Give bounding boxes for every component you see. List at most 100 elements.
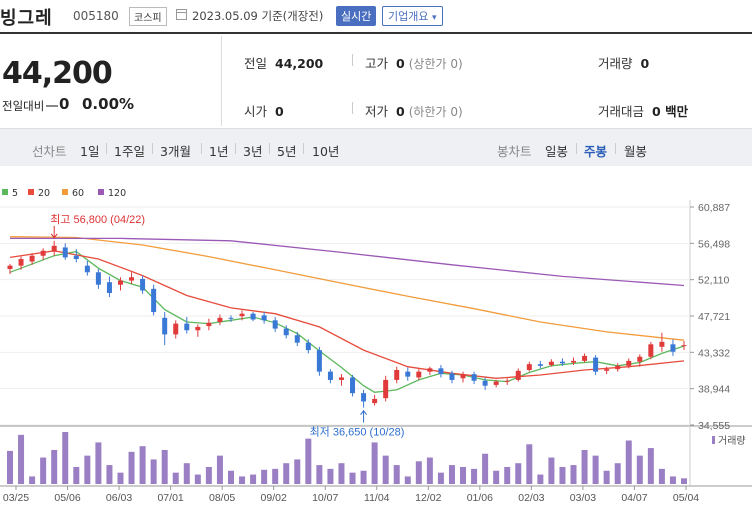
candle <box>493 379 499 388</box>
candle <box>184 317 190 334</box>
candle <box>250 312 256 322</box>
x-tick-label: 09/02 <box>261 492 287 504</box>
tab-1y[interactable]: 1년 <box>209 144 229 159</box>
volume-bar <box>548 457 555 484</box>
candle <box>239 310 245 321</box>
base-date: 2023.05.09 기준(개장전) <box>192 9 324 23</box>
candle <box>526 361 532 372</box>
x-tick-label: 05/06 <box>54 492 80 504</box>
stock-header: 빙그레 005180 코스피 2023.05.09 기준(개장전) 실시간 기업… <box>0 0 752 34</box>
change-label: 전일대비 <box>2 99 45 113</box>
candle <box>604 366 610 375</box>
volume-label: 거래량 <box>598 56 633 71</box>
candle <box>548 359 554 367</box>
candle <box>294 331 300 346</box>
legend-ma60: 60 <box>62 188 84 199</box>
volume-bar <box>261 469 268 484</box>
volume-bar <box>592 455 599 484</box>
tab-1w[interactable]: 1주일 <box>114 144 145 159</box>
prev-close-label: 전일 <box>244 56 268 71</box>
candle <box>18 256 24 270</box>
volume-bar <box>51 449 58 484</box>
candle <box>173 320 179 339</box>
tab-1d[interactable]: 1일 <box>80 144 100 159</box>
volume-bar <box>18 434 25 484</box>
volume-bar <box>493 470 500 484</box>
volume-bar <box>117 472 124 484</box>
low-price: 저가 0 (하한가 0) <box>365 101 463 120</box>
x-tick-label: 12/02 <box>415 492 441 504</box>
tab-daily[interactable]: 일봉 <box>545 144 569 159</box>
candle <box>637 354 643 367</box>
volume-bar <box>471 468 478 484</box>
candle <box>73 249 79 263</box>
tab-3y[interactable]: 3년 <box>243 144 263 159</box>
volume-bar <box>482 453 489 484</box>
tab-10y[interactable]: 10년 <box>312 144 340 159</box>
tab-weekly[interactable]: 주봉 <box>584 144 608 159</box>
line-chart-label: 선차트 <box>32 144 67 159</box>
volume-bar <box>559 466 566 484</box>
candle <box>416 369 422 380</box>
stock-code: 005180 <box>73 9 119 23</box>
candle <box>571 357 577 366</box>
candle <box>449 370 455 384</box>
volume-bar <box>29 476 36 484</box>
candle <box>504 378 510 385</box>
volume-bar <box>216 455 223 484</box>
candle <box>206 318 212 331</box>
candle <box>438 365 444 378</box>
volume-stat: 거래량 0 <box>598 53 649 72</box>
candle <box>372 394 378 406</box>
company-info-label: 기업개요 <box>388 10 429 23</box>
volume-bar <box>603 470 610 484</box>
price-chart[interactable]: 최고 56,800 (04/22) 최저 36,650 (10/28) 거래량 6… <box>0 200 752 506</box>
volume-bar <box>73 466 80 484</box>
company-info-button[interactable]: 기업개요 ▾ <box>382 6 443 26</box>
volume-bar <box>194 474 201 484</box>
chart-toolbar: 선차트 1일 1주일 3개월 1년 3년 5년 10년 봉차트 일봉 주봉 월봉 <box>0 128 752 166</box>
candle <box>582 353 588 363</box>
volume-bar <box>504 466 511 484</box>
realtime-button[interactable]: 실시간 <box>336 6 377 26</box>
volume-bar <box>570 465 577 484</box>
low-value: 0 <box>396 104 405 119</box>
volume-bar <box>371 442 378 484</box>
candle <box>129 272 135 284</box>
candle <box>217 314 223 326</box>
candle <box>460 371 466 383</box>
tab-5y[interactable]: 5년 <box>277 144 297 159</box>
ma-line-120 <box>10 237 685 287</box>
volume-bar <box>183 463 190 484</box>
volume-bar <box>393 465 400 484</box>
tab-3m[interactable]: 3개월 <box>160 144 191 159</box>
volume-bar <box>669 476 676 484</box>
candle <box>62 243 68 260</box>
volume-bar <box>139 446 146 484</box>
x-tick-label: 03/25 <box>3 492 29 504</box>
candle <box>659 332 665 352</box>
ma-line-60 <box>9 236 685 341</box>
volume-bar <box>625 440 632 484</box>
x-tick-label: 02/03 <box>518 492 544 504</box>
volume-bar <box>338 463 345 484</box>
high-annotation: 최고 56,800 (04/22) <box>50 213 145 226</box>
y-tick-label: 52,110 <box>698 275 729 287</box>
volume-bar <box>316 465 323 484</box>
candle <box>283 325 289 339</box>
candle <box>40 248 46 260</box>
tab-monthly[interactable]: 월봉 <box>624 144 648 159</box>
volume-bar <box>681 478 687 484</box>
candle <box>361 389 367 408</box>
y-tick-label: 34,555 <box>698 420 730 432</box>
candle <box>383 375 389 402</box>
candle <box>471 371 477 385</box>
legend-ma20: 20 <box>28 188 50 199</box>
volume-bar <box>448 465 455 484</box>
volume-legend-swatch <box>712 436 715 444</box>
chevron-down-icon: ▾ <box>431 13 437 23</box>
volume-bar <box>537 474 544 484</box>
y-tick-label: 43,332 <box>698 347 730 359</box>
candle-chart-label: 봉차트 <box>497 144 532 159</box>
volume-bar <box>161 449 168 484</box>
